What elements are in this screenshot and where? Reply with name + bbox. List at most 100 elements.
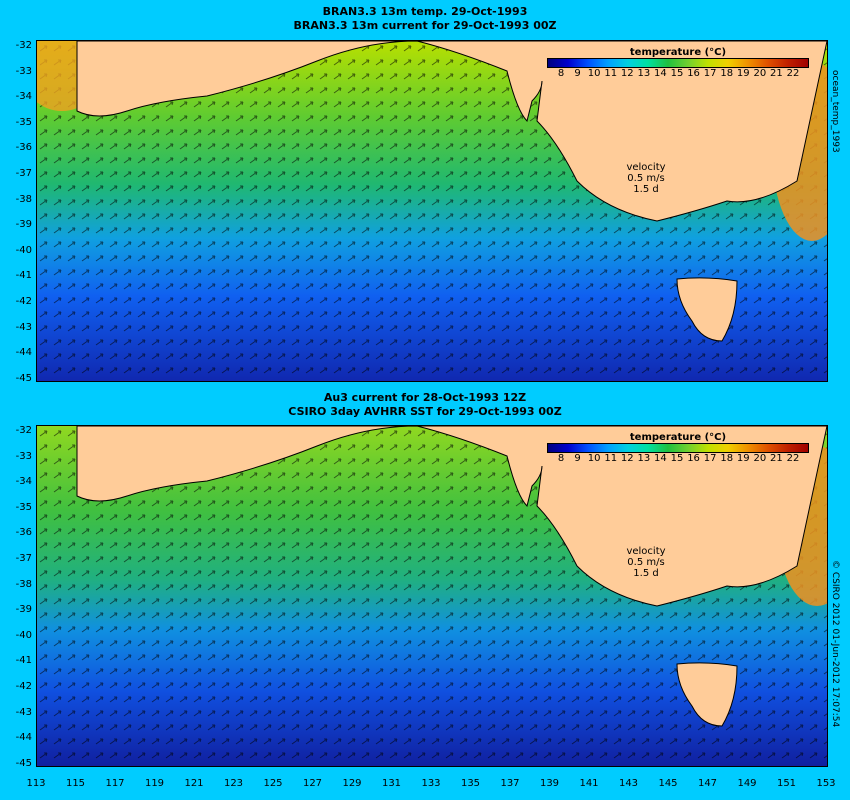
latitude-tick-label: -41 <box>15 270 32 282</box>
longitude-tick-label: 147 <box>697 778 718 789</box>
bottom-map-panel <box>36 425 828 767</box>
latitude-tick-label: -43 <box>15 321 32 333</box>
tasmania-landmass <box>676 662 738 727</box>
latitude-tick-label: -40 <box>15 629 32 641</box>
top-side-label: ocean_temp_1993 <box>830 70 840 153</box>
longitude-tick-label: 127 <box>302 778 323 789</box>
latitude-tick-label: -39 <box>15 219 32 231</box>
colorbar-tick-label: 16 <box>687 68 700 79</box>
latitude-tick-label: -42 <box>15 296 32 307</box>
colorbar-title: temperature (°C) <box>629 432 727 443</box>
longitude-tick-label: 139 <box>539 778 560 789</box>
colorbar-tick-label: 14 <box>654 68 667 79</box>
latitude-tick-label: -32 <box>15 425 32 436</box>
latitude-tick-label: -45 <box>15 372 32 384</box>
colorbar-gradient <box>547 58 809 68</box>
bottom-map-svg <box>37 426 827 766</box>
longitude-tick-label: 151 <box>776 778 797 789</box>
longitude-tick-label: 145 <box>658 778 678 789</box>
longitude-tick-label: 153 <box>816 778 836 789</box>
top-title-line1: BRAN3.3 13m temp. 29-Oct-1993 <box>322 5 528 18</box>
tasmania-landmass <box>676 277 738 342</box>
latitude-tick-label: -42 <box>15 681 32 692</box>
longitude-tick-label: 135 <box>460 778 481 789</box>
colorbar-tick-label: 13 <box>637 453 651 464</box>
colorbar-tick-label: 22 <box>786 453 800 464</box>
latitude-tick-label: -44 <box>15 732 32 744</box>
colorbar-tick-label: 12 <box>620 453 634 464</box>
longitude-tick-label: 119 <box>144 778 165 789</box>
colorbar-tick-label: 21 <box>770 453 783 464</box>
velocity-time: 1.5 d <box>633 184 659 195</box>
top-velocity-legend: velocity 0.5 m/s 1.5 d <box>616 162 676 195</box>
colorbar-tick-label: 9 <box>574 68 581 79</box>
australia-landmass <box>76 426 827 607</box>
colorbar-tick-label: 21 <box>770 68 783 79</box>
latitude-tick-label: -38 <box>15 578 32 590</box>
latitude-tick-label: -44 <box>15 347 32 359</box>
latitude-tick-label: -34 <box>15 476 32 488</box>
top-map-svg <box>37 41 827 381</box>
colorbar-tick-label: 12 <box>620 68 634 79</box>
longitude-tick-label: 141 <box>579 778 599 789</box>
latitude-tick-label: -38 <box>15 193 32 205</box>
latitude-tick-label: -41 <box>15 655 32 667</box>
latitude-tick-label: -37 <box>15 553 32 564</box>
velocity-speed: 0.5 m/s <box>627 173 665 184</box>
longitude-tick-label: 149 <box>737 778 757 789</box>
australia-landmass <box>76 41 827 222</box>
colorbar-tick-label: 14 <box>654 453 667 464</box>
latitude-tick-label: -35 <box>15 116 32 128</box>
colorbar-tick-label: 22 <box>786 68 800 79</box>
colorbar-tick-label: 19 <box>736 453 750 464</box>
longitude-tick-label: 129 <box>342 778 362 789</box>
colorbar-labels: 8 9 10 11 12 13 14 15 16 17 18 19 20 21 22 <box>547 453 809 465</box>
longitude-tick-label: 133 <box>421 778 441 789</box>
colorbar-tick-label: 19 <box>736 68 750 79</box>
colorbar-tick-label: 18 <box>720 453 734 464</box>
bottom-colorbar: temperature (°C) 8 9 10 11 12 13 14 15 16 17 18 19 2… <box>547 432 809 480</box>
longitude-tick-label: 131 <box>381 778 402 789</box>
longitude-tick-label: 121 <box>184 778 204 789</box>
colorbar-tick-label: 20 <box>753 68 767 79</box>
top-map-panel <box>36 40 828 382</box>
velocity-time: 1.5 d <box>633 568 659 579</box>
colorbar-tick-label: 18 <box>720 68 734 79</box>
longitude-tick-label: 123 <box>223 778 244 789</box>
latitude-tick-label: -33 <box>15 450 32 462</box>
latitude-tick-label: -40 <box>15 244 32 256</box>
colorbar-gradient <box>547 443 809 453</box>
latitude-tick-label: -33 <box>15 65 32 77</box>
longitude-tick-label: 115 <box>65 778 86 789</box>
velocity-label: velocity <box>626 546 666 557</box>
longitude-tick-label: 137 <box>500 778 520 789</box>
colorbar-tick-label: 17 <box>703 68 717 79</box>
latitude-tick-label: -36 <box>15 142 32 154</box>
latitude-tick-label: -34 <box>15 91 32 103</box>
colorbar-tick-label: 10 <box>587 68 601 79</box>
bottom-side-label: © CSIRO 2012 01-Jun-2012 17:07:54 <box>830 560 840 728</box>
colorbar-tick-label: 15 <box>670 68 684 79</box>
latitude-tick-label: -36 <box>15 527 32 539</box>
velocity-speed: 0.5 m/s <box>627 557 665 568</box>
colorbar-tick-label: 11 <box>604 68 618 79</box>
colorbar-tick-label: 11 <box>604 453 618 464</box>
bottom-title-line1: Au3 current for 28-Oct-1993 12Z <box>323 391 527 404</box>
colorbar-labels: 8 9 10 11 12 13 14 15 16 17 18 19 20 21 22 <box>547 68 809 80</box>
latitude-tick-label: -37 <box>15 168 32 179</box>
longitude-tick-label: 125 <box>263 778 283 789</box>
colorbar-tick-label: 8 <box>557 453 565 464</box>
colorbar-tick-label: 20 <box>753 453 767 464</box>
latitude-tick-label: -45 <box>15 757 32 769</box>
longitude-tick-label: 113 <box>26 778 46 789</box>
longitude-tick-label: 117 <box>105 778 125 789</box>
colorbar-tick-label: 10 <box>587 453 601 464</box>
latitude-tick-label: -43 <box>15 706 32 718</box>
colorbar-title: temperature (°C) <box>629 47 727 58</box>
colorbar-tick-label: 9 <box>574 453 581 464</box>
colorbar-tick-label: 16 <box>687 453 700 464</box>
colorbar-tick-label: 15 <box>670 453 684 464</box>
bottom-velocity-legend: velocity 0.5 m/s 1.5 d <box>616 546 676 579</box>
colorbar-tick-label: 17 <box>703 453 717 464</box>
latitude-tick-label: -39 <box>15 604 32 616</box>
